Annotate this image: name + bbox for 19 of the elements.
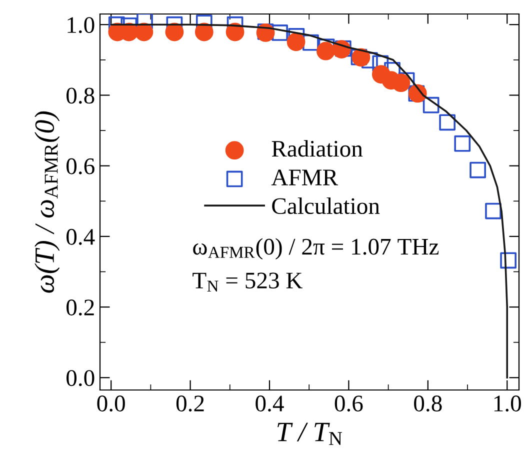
y-tick-label: 0.4: [66, 228, 95, 245]
y-axis-title: ω(T) / ω$_{AFMR}$(0): [34, 111, 60, 293]
annotation: ω$_{AFMR}$(0) / 2π = 1.07 THz: [193, 238, 439, 260]
x-tick-label: 1.0: [494, 396, 521, 412]
x-tick-label: 0.2: [176, 396, 204, 412]
y-tick-label: 0.6: [66, 158, 94, 174]
y-tick-label: 0.2: [66, 300, 94, 316]
annotation: T$_{N}$ = 523 K: [192, 272, 303, 292]
y-tick-label: 0.0: [66, 370, 94, 386]
y-tick-label: 0.8: [66, 88, 94, 104]
x-tick-label: 0.8: [414, 396, 442, 412]
x-tick-label: 0.4: [256, 396, 284, 412]
y-tick-label: 1.0: [68, 17, 94, 34]
x-tick-label: 0.0: [97, 396, 125, 412]
legend-label: Calculation: [272, 197, 380, 214]
legend-label: AFMR: [271, 170, 338, 186]
legend-label: Radiation: [272, 140, 363, 157]
x-axis-title: T / T$_{N}$: [278, 422, 342, 445]
x-tick-label: 0.6: [334, 396, 363, 412]
